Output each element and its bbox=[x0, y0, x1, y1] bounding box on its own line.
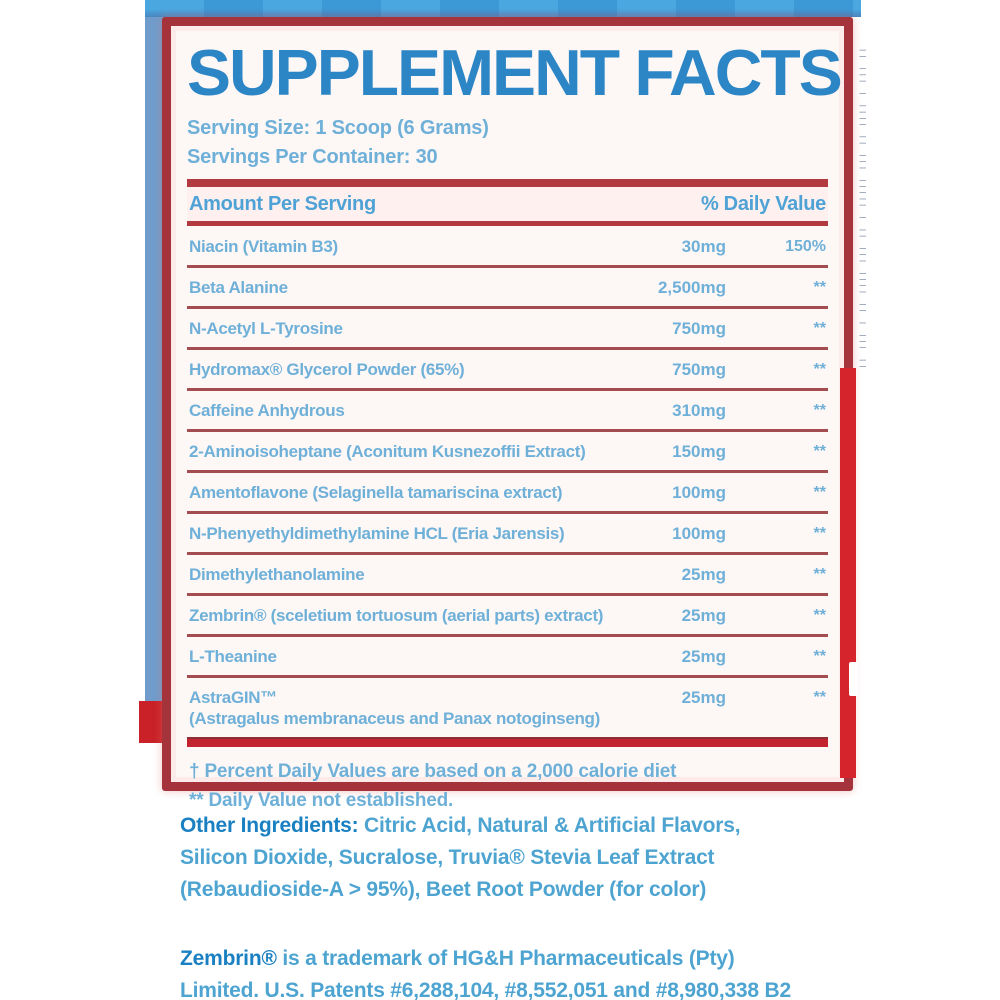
table-row: N-Phenyethyldimethylamine HCL (Eria Jare… bbox=[187, 514, 828, 555]
right-bar-notch bbox=[849, 662, 858, 696]
ingredient-amount: 150mg bbox=[672, 442, 726, 461]
ingredient-name: Amentoflavone (Selaginella tamariscina e… bbox=[189, 483, 563, 502]
ingredient-amount: 100mg bbox=[672, 524, 726, 543]
ingredient-daily-value: ** bbox=[813, 689, 826, 706]
ingredient-daily-value: ** bbox=[813, 648, 826, 665]
ingredient-daily-value: ** bbox=[813, 566, 826, 583]
divider-above-footnotes bbox=[187, 737, 828, 747]
ingredient-daily-value: 150% bbox=[785, 238, 826, 255]
ingredient-name: Niacin (Vitamin B3) bbox=[189, 237, 338, 256]
ingredient-name: 2-Aminoisoheptane (Aconitum Kusnezoffii … bbox=[189, 442, 586, 461]
ingredient-daily-value: ** bbox=[813, 320, 826, 337]
ingredient-name: N-Phenyethyldimethylamine HCL (Eria Jare… bbox=[189, 524, 565, 543]
ingredient-name: Beta Alanine bbox=[189, 278, 288, 297]
supplement-facts-title: SUPPLEMENT FACTS bbox=[187, 36, 843, 109]
ingredient-name: Caffeine Anhydrous bbox=[189, 401, 345, 420]
ingredient-amount: 25mg bbox=[681, 606, 726, 625]
ingredient-daily-value: ** bbox=[813, 402, 826, 419]
table-row: AstraGIN™ (Astragalus membranaceus and P… bbox=[187, 678, 828, 737]
servings-per-container-line: Servings Per Container: 30 bbox=[187, 146, 438, 168]
ingredient-amount: 25mg bbox=[681, 565, 726, 584]
ingredient-name: L-Theanine bbox=[189, 647, 277, 666]
footnote-not-established: ** Daily Value not established. bbox=[189, 790, 454, 811]
ingredient-amount: 100mg bbox=[672, 483, 726, 502]
footnotes: † Percent Daily Values are based on a 2,… bbox=[187, 747, 828, 815]
right-red-bar bbox=[840, 368, 858, 778]
ingredient-name: AstraGIN™ (Astragalus membranaceus and P… bbox=[189, 688, 601, 728]
ingredient-name: Hydromax® Glycerol Powder (65%) bbox=[189, 360, 465, 379]
ingredient-amount: 750mg bbox=[672, 319, 726, 338]
supplement-facts-panel: SUPPLEMENT FACTS Serving Size: 1 Scoop (… bbox=[162, 17, 853, 811]
ingredient-amount: 25mg bbox=[681, 688, 726, 707]
serving-size-line: Serving Size: 1 Scoop (6 Grams) bbox=[187, 117, 489, 139]
table-row: Zembrin® (sceletium tortuosum (aerial pa… bbox=[187, 596, 828, 637]
table-row: 2-Aminoisoheptane (Aconitum Kusnezoffii … bbox=[187, 432, 828, 473]
table-row: Caffeine Anhydrous 310mg ** bbox=[187, 391, 828, 432]
table-row: L-Theanine 25mg ** bbox=[187, 637, 828, 678]
other-ingredients-line2: Silicon Dioxide, Sucralose, Truvia® Stev… bbox=[180, 846, 715, 869]
footnote-daily-values: † Percent Daily Values are based on a 2,… bbox=[189, 761, 677, 782]
table-row: Dimethylethanolamine 25mg ** bbox=[187, 555, 828, 596]
table-row: N-Acetyl L-Tyrosine 750mg ** bbox=[187, 309, 828, 350]
left-blue-strip bbox=[145, 17, 166, 711]
other-ingredients-line3: (Rebaudioside-A > 95%), Beet Root Powder… bbox=[180, 878, 707, 901]
vertical-microtext-marks: || ||| | |||| || ||| ||||| | || ||| ||||… bbox=[858, 48, 866, 371]
ingredient-amount: 2,500mg bbox=[657, 278, 726, 297]
amount-per-serving-header: Amount Per Serving bbox=[189, 193, 376, 215]
daily-value-header: % Daily Value bbox=[700, 193, 826, 215]
ingredient-name: Zembrin® (sceletium tortuosum (aerial pa… bbox=[189, 606, 604, 625]
table-header-row: Amount Per Serving % Daily Value bbox=[187, 187, 828, 226]
ingredient-daily-value: ** bbox=[813, 361, 826, 378]
ingredient-daily-value: ** bbox=[813, 484, 826, 501]
other-ingredients-paragraph: Other Ingredients: Citric Acid, Natural … bbox=[180, 810, 820, 906]
trademark-paragraph: Zembrin® is a trademark of HG&H Pharmace… bbox=[180, 943, 820, 1000]
ingredient-name: N-Acetyl L-Tyrosine bbox=[189, 319, 343, 338]
trademark-line1: is a trademark of HG&H Pharmaceuticals (… bbox=[276, 947, 735, 970]
trademark-label: Zembrin® bbox=[180, 947, 277, 970]
table-row: Beta Alanine 2,500mg ** bbox=[187, 268, 828, 309]
ingredient-name: Dimethylethanolamine bbox=[189, 565, 365, 584]
ingredient-rows: Niacin (Vitamin B3) 30mg 150% Beta Alani… bbox=[187, 227, 828, 737]
ingredient-amount: 750mg bbox=[672, 360, 726, 379]
top-checker-strip bbox=[145, 0, 861, 17]
other-ingredients-line1: Citric Acid, Natural & Artificial Flavor… bbox=[358, 814, 741, 837]
ingredient-amount: 30mg bbox=[681, 237, 726, 256]
ingredient-daily-value: ** bbox=[813, 607, 826, 624]
ingredient-daily-value: ** bbox=[813, 525, 826, 542]
ingredient-daily-value: ** bbox=[813, 443, 826, 460]
ingredient-daily-value: ** bbox=[813, 279, 826, 296]
trademark-line2: Limited. U.S. Patents #6,288,104, #8,552… bbox=[180, 979, 791, 1000]
ingredient-amount: 310mg bbox=[672, 401, 726, 420]
table-row: Hydromax® Glycerol Powder (65%) 750mg ** bbox=[187, 350, 828, 391]
other-ingredients-label: Other Ingredients: bbox=[180, 814, 359, 837]
table-row: Amentoflavone (Selaginella tamariscina e… bbox=[187, 473, 828, 514]
divider-above-header bbox=[187, 179, 828, 187]
table-row: Niacin (Vitamin B3) 30mg 150% bbox=[187, 227, 828, 268]
ingredient-amount: 25mg bbox=[681, 647, 726, 666]
